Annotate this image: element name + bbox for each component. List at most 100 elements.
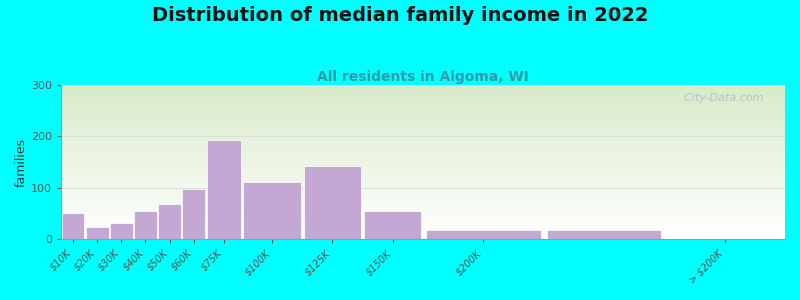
Bar xyxy=(61,144,785,145)
Bar xyxy=(61,211,785,212)
Bar xyxy=(61,177,785,178)
Bar xyxy=(61,125,785,126)
Bar xyxy=(61,86,785,87)
Bar xyxy=(61,198,785,199)
Bar xyxy=(61,230,785,231)
Bar xyxy=(61,149,785,150)
Bar xyxy=(61,123,785,124)
Bar xyxy=(61,109,785,110)
Bar xyxy=(61,169,785,170)
Bar xyxy=(61,158,785,159)
Bar xyxy=(158,204,181,239)
Bar xyxy=(364,211,422,239)
Bar xyxy=(61,98,785,99)
Bar xyxy=(61,130,785,131)
Bar xyxy=(61,181,785,182)
Bar xyxy=(61,216,785,217)
Bar xyxy=(61,139,785,140)
Bar xyxy=(304,166,361,239)
Bar xyxy=(134,211,157,239)
Bar xyxy=(61,134,785,135)
Bar xyxy=(61,117,785,118)
Bar xyxy=(61,200,785,201)
Bar xyxy=(61,171,785,172)
Bar xyxy=(61,136,785,137)
Bar xyxy=(61,112,785,113)
Bar xyxy=(61,203,785,204)
Bar xyxy=(61,212,785,213)
Bar xyxy=(61,220,785,221)
Bar xyxy=(61,233,785,234)
Bar xyxy=(61,127,785,128)
Bar xyxy=(243,182,301,239)
Bar xyxy=(61,154,785,155)
Bar xyxy=(61,147,785,148)
Bar xyxy=(206,140,241,239)
Bar xyxy=(61,160,785,161)
Bar xyxy=(61,106,785,107)
Bar xyxy=(61,191,785,192)
Bar xyxy=(61,190,785,191)
Title: All residents in Algoma, WI: All residents in Algoma, WI xyxy=(317,70,529,84)
Bar xyxy=(61,85,785,86)
Bar xyxy=(61,209,785,210)
Bar xyxy=(61,189,785,190)
Bar xyxy=(61,202,785,203)
Bar xyxy=(61,122,785,123)
Bar xyxy=(61,107,785,108)
Bar xyxy=(61,183,785,184)
Bar xyxy=(61,215,785,216)
Bar xyxy=(61,97,785,98)
Bar xyxy=(61,94,785,95)
Bar xyxy=(110,224,133,239)
Bar xyxy=(61,165,785,166)
Bar xyxy=(61,111,785,112)
Bar xyxy=(61,164,785,165)
Bar xyxy=(61,238,785,239)
Bar xyxy=(61,155,785,156)
Bar xyxy=(61,153,785,154)
Bar xyxy=(61,184,785,185)
Bar xyxy=(61,163,785,164)
Bar xyxy=(61,185,785,186)
Bar xyxy=(61,204,785,205)
Bar xyxy=(546,230,662,239)
Bar xyxy=(61,152,785,153)
Bar xyxy=(61,140,785,141)
Bar xyxy=(61,148,785,149)
Bar xyxy=(61,213,785,214)
Bar xyxy=(61,226,785,227)
Bar xyxy=(61,186,785,187)
Bar xyxy=(61,192,785,193)
Bar xyxy=(61,170,785,171)
Bar xyxy=(61,195,785,196)
Bar xyxy=(61,232,785,233)
Bar xyxy=(61,143,785,144)
Bar xyxy=(426,230,541,239)
Bar xyxy=(61,176,785,177)
Bar xyxy=(61,223,785,224)
Bar xyxy=(61,110,785,111)
Bar xyxy=(61,96,785,97)
Bar xyxy=(61,179,785,180)
Bar xyxy=(61,131,785,132)
Bar xyxy=(61,115,785,116)
Bar xyxy=(61,178,785,179)
Bar xyxy=(61,129,785,130)
Bar xyxy=(61,104,785,105)
Y-axis label: families: families xyxy=(15,137,28,187)
Bar xyxy=(61,173,785,174)
Bar xyxy=(61,141,785,142)
Bar xyxy=(61,101,785,102)
Text: Distribution of median family income in 2022: Distribution of median family income in … xyxy=(152,6,648,25)
Bar xyxy=(61,162,785,163)
Bar xyxy=(61,166,785,167)
Bar xyxy=(61,121,785,122)
Bar xyxy=(61,120,785,121)
Bar xyxy=(61,210,785,211)
Bar xyxy=(61,124,785,125)
Bar xyxy=(61,168,785,169)
Bar xyxy=(61,234,785,235)
Bar xyxy=(61,159,785,160)
Bar xyxy=(61,135,785,136)
